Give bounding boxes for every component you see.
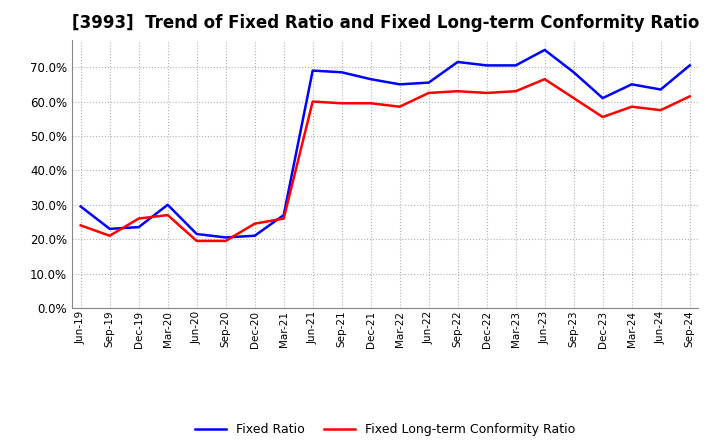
Legend: Fixed Ratio, Fixed Long-term Conformity Ratio: Fixed Ratio, Fixed Long-term Conformity …	[190, 418, 580, 440]
Fixed Long-term Conformity Ratio	[192, 238, 201, 244]
Fixed Ratio	[279, 213, 288, 218]
Fixed Long-term Conformity Ratio	[135, 216, 143, 221]
Fixed Ratio	[395, 82, 404, 87]
Line: Fixed Ratio: Fixed Ratio	[81, 50, 690, 238]
Fixed Ratio	[251, 233, 259, 238]
Fixed Long-term Conformity Ratio	[279, 216, 288, 221]
Fixed Ratio	[657, 87, 665, 92]
Fixed Ratio	[454, 59, 462, 65]
Fixed Long-term Conformity Ratio	[105, 233, 114, 238]
Fixed Long-term Conformity Ratio	[570, 95, 578, 101]
Fixed Long-term Conformity Ratio	[627, 104, 636, 109]
Fixed Ratio	[541, 47, 549, 52]
Fixed Long-term Conformity Ratio	[454, 88, 462, 94]
Fixed Long-term Conformity Ratio	[541, 77, 549, 82]
Fixed Ratio	[163, 202, 172, 207]
Fixed Long-term Conformity Ratio	[424, 90, 433, 95]
Fixed Long-term Conformity Ratio	[685, 94, 694, 99]
Fixed Long-term Conformity Ratio	[395, 104, 404, 109]
Fixed Long-term Conformity Ratio	[251, 221, 259, 226]
Fixed Long-term Conformity Ratio	[338, 101, 346, 106]
Line: Fixed Long-term Conformity Ratio: Fixed Long-term Conformity Ratio	[81, 79, 690, 241]
Fixed Ratio	[627, 82, 636, 87]
Fixed Ratio	[598, 95, 607, 101]
Fixed Ratio	[366, 77, 375, 82]
Title: [3993]  Trend of Fixed Ratio and Fixed Long-term Conformity Ratio: [3993] Trend of Fixed Ratio and Fixed Lo…	[71, 15, 699, 33]
Fixed Long-term Conformity Ratio	[511, 88, 520, 94]
Fixed Ratio	[192, 231, 201, 237]
Fixed Long-term Conformity Ratio	[308, 99, 317, 104]
Fixed Ratio	[424, 80, 433, 85]
Fixed Long-term Conformity Ratio	[598, 114, 607, 120]
Fixed Ratio	[511, 63, 520, 68]
Fixed Long-term Conformity Ratio	[657, 107, 665, 113]
Fixed Ratio	[482, 63, 491, 68]
Fixed Long-term Conformity Ratio	[366, 101, 375, 106]
Fixed Ratio	[685, 63, 694, 68]
Fixed Ratio	[105, 226, 114, 231]
Fixed Long-term Conformity Ratio	[76, 223, 85, 228]
Fixed Ratio	[308, 68, 317, 73]
Fixed Ratio	[135, 224, 143, 230]
Fixed Ratio	[76, 204, 85, 209]
Fixed Ratio	[570, 70, 578, 75]
Fixed Long-term Conformity Ratio	[163, 213, 172, 218]
Fixed Long-term Conformity Ratio	[482, 90, 491, 95]
Fixed Long-term Conformity Ratio	[221, 238, 230, 244]
Fixed Ratio	[338, 70, 346, 75]
Fixed Ratio	[221, 235, 230, 240]
